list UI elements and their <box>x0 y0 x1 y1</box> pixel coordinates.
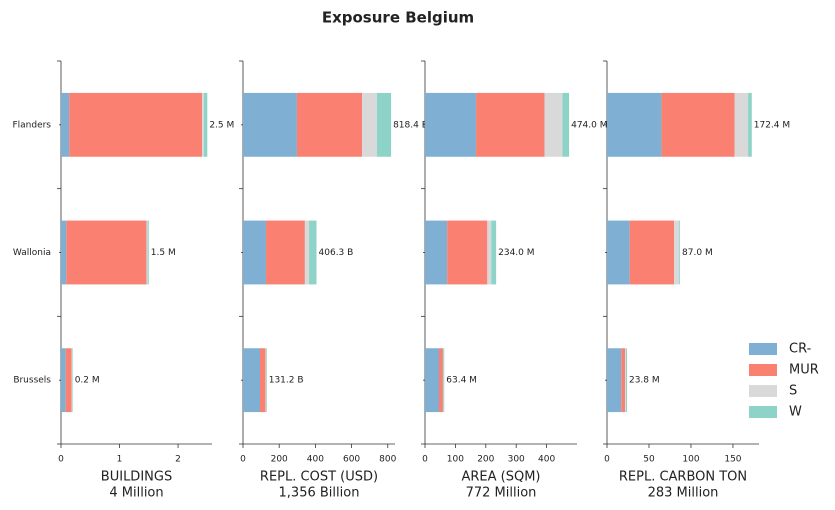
bar-segment <box>491 220 497 285</box>
bar-segment <box>674 220 680 285</box>
x-tick-label: 600 <box>343 455 360 465</box>
bar-segment <box>438 348 443 413</box>
bar-segment <box>66 220 147 285</box>
bar-segment <box>65 348 72 413</box>
total-label: 172.4 M <box>754 120 790 130</box>
x-tick-label: 2 <box>175 455 181 465</box>
x-axis-label: REPL. COST (USD) <box>260 470 378 485</box>
x-axis-sublabel: 1,356 Billion <box>279 486 360 501</box>
x-tick-label: 200 <box>477 455 494 465</box>
bar-segment <box>425 220 448 285</box>
x-tick-label: 300 <box>508 455 525 465</box>
bar-segment <box>607 220 630 285</box>
bar-segment <box>629 220 675 285</box>
x-tick-label: 800 <box>379 455 396 465</box>
legend-swatch <box>749 364 777 376</box>
bar-segment <box>146 220 148 285</box>
x-tick-label: 1 <box>117 455 123 465</box>
total-label: 63.4 M <box>446 376 477 386</box>
x-tick-label: 100 <box>682 455 699 465</box>
bar-segment <box>202 92 204 157</box>
bar-segment <box>748 92 752 157</box>
bar-segment <box>734 92 749 157</box>
bar-segment <box>71 348 73 413</box>
bar-segment <box>61 92 70 157</box>
legend-swatch <box>749 385 777 397</box>
total-label: 23.8 M <box>629 376 660 386</box>
x-tick-label: 400 <box>307 455 324 465</box>
x-tick-label: 100 <box>447 455 464 465</box>
legend-label: MUR <box>789 363 819 378</box>
legend-swatch <box>749 406 777 418</box>
bar-segment <box>425 92 477 157</box>
x-tick-label: 0 <box>604 455 610 465</box>
x-axis-label: BUILDINGS <box>101 470 172 485</box>
x-tick-label: 0 <box>58 455 64 465</box>
bar-segment <box>265 220 305 285</box>
bar-segment <box>625 348 627 413</box>
y-tick-label: Wallonia <box>13 248 51 258</box>
total-label: 406.3 B <box>319 248 354 258</box>
bar-segment <box>147 220 149 285</box>
total-label: 1.5 M <box>151 248 176 258</box>
bar-segment <box>243 348 261 413</box>
x-tick-label: 50 <box>643 455 655 465</box>
bar-segment <box>260 348 266 413</box>
x-axis-sublabel: 772 Million <box>466 486 537 501</box>
total-label: 474.0 M <box>571 120 607 130</box>
bar-segment <box>625 348 626 413</box>
x-axis-label: AREA (SQM) <box>461 470 540 485</box>
bar-segment <box>425 348 439 413</box>
x-axis-label: REPL. CARBON TON <box>619 470 747 485</box>
x-tick-label: 200 <box>271 455 288 465</box>
bar-segment <box>607 348 622 413</box>
bar-segment <box>362 92 377 157</box>
bar-segment <box>243 92 297 157</box>
bar-segment <box>443 348 445 413</box>
bar-segment <box>487 220 492 285</box>
bar-segment <box>304 220 310 285</box>
bar-segment <box>679 220 681 285</box>
y-tick-label: Flanders <box>12 120 51 130</box>
bar-segment <box>621 348 626 413</box>
bar-segment <box>562 92 570 157</box>
total-label: 2.5 M <box>209 120 234 130</box>
bar-segment <box>661 92 735 157</box>
bar-segment <box>296 92 363 157</box>
bar-segment <box>61 220 67 285</box>
legend-label: CR- <box>789 342 812 357</box>
bar-segment <box>265 348 266 413</box>
bar-segment <box>447 220 488 285</box>
bar-segment <box>243 220 266 285</box>
legend-label: S <box>789 384 797 399</box>
bar-segment <box>61 348 66 413</box>
total-label: 87.0 M <box>682 248 713 258</box>
total-label: 818.4 B <box>393 120 428 130</box>
x-tick-label: 0 <box>422 455 428 465</box>
x-axis-sublabel: 283 Million <box>648 486 719 501</box>
x-tick-label: 0 <box>240 455 246 465</box>
total-label: 131.2 B <box>269 376 304 386</box>
bar-segment <box>203 92 208 157</box>
x-tick-label: 150 <box>724 455 741 465</box>
bar-segment <box>376 92 392 157</box>
bar-segment <box>72 348 73 413</box>
y-tick-label: Brussels <box>13 376 51 386</box>
bar-segment <box>309 220 317 285</box>
chart-title: Exposure Belgium <box>322 9 474 27</box>
legend-label: W <box>789 405 802 420</box>
total-label: 234.0 M <box>498 248 534 258</box>
bar-segment <box>607 92 662 157</box>
bar-segment <box>69 92 203 157</box>
total-label: 0.2 M <box>75 376 100 386</box>
x-tick-label: 400 <box>538 455 555 465</box>
x-axis-sublabel: 4 Million <box>109 486 163 501</box>
legend-swatch <box>749 343 777 355</box>
bar-segment <box>476 92 545 157</box>
bar-segment <box>544 92 563 157</box>
bar-segment <box>265 348 267 413</box>
